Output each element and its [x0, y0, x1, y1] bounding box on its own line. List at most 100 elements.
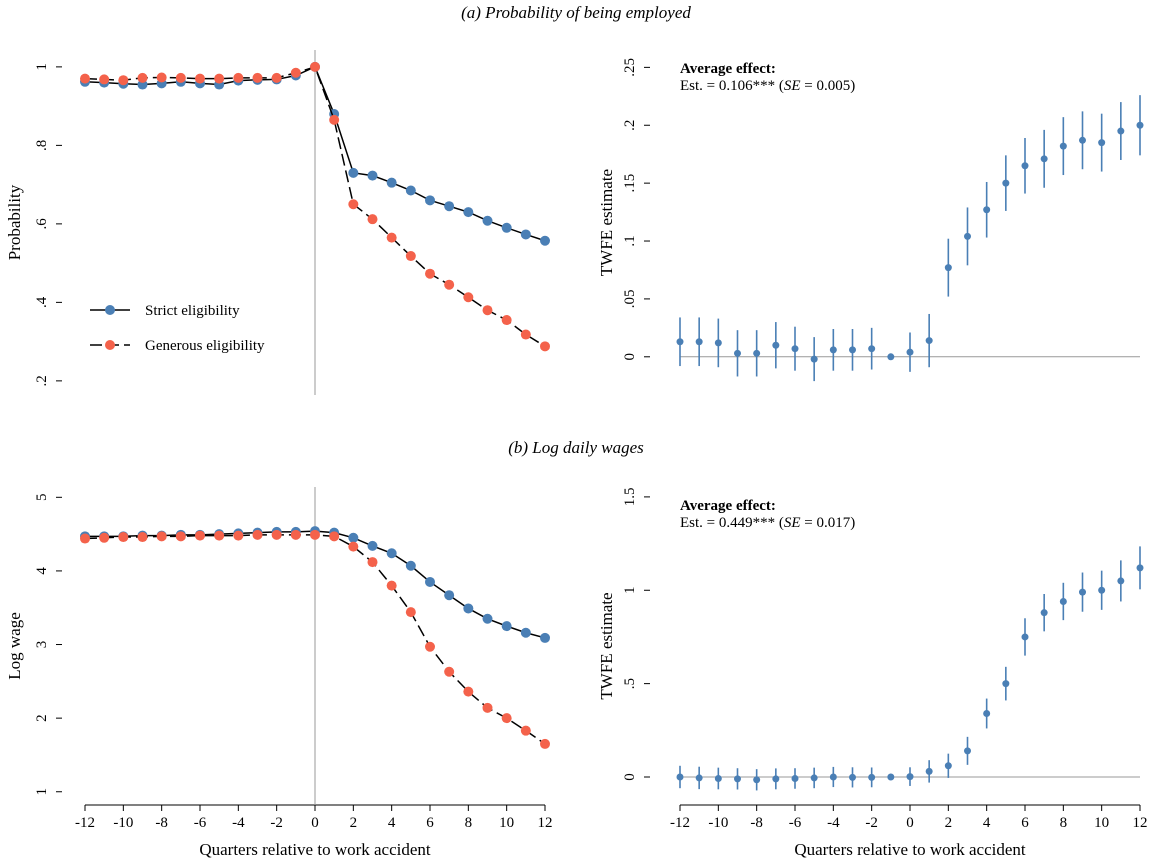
annotation-text: Est. = 0.106*** (SE = 0.005)	[680, 78, 855, 94]
data-point	[348, 532, 359, 543]
data-point	[520, 627, 531, 638]
x-tick-label: -12	[670, 815, 690, 831]
data-point	[482, 613, 493, 624]
data-point	[1117, 577, 1125, 585]
data-point	[753, 349, 761, 357]
data-point	[463, 686, 474, 697]
data-point	[791, 774, 799, 782]
annotation-part: SE	[784, 78, 801, 94]
x-tick-label: -4	[827, 815, 840, 831]
data-point	[444, 666, 455, 677]
data-point	[734, 775, 741, 783]
data-point	[405, 185, 416, 196]
data-point	[1002, 680, 1010, 688]
data-point	[501, 621, 512, 632]
y-axis-label: TWFE estimate	[597, 169, 616, 276]
data-point	[425, 576, 435, 587]
y-tick-label: .6	[34, 218, 50, 230]
data-point	[482, 215, 493, 226]
data-point	[714, 339, 722, 347]
data-point	[99, 532, 110, 543]
data-point	[753, 776, 761, 784]
data-point	[540, 632, 550, 643]
data-point	[482, 702, 493, 713]
data-point	[695, 338, 703, 346]
data-point	[1079, 136, 1086, 144]
data-point	[444, 201, 455, 212]
x-tick-label: -8	[155, 815, 168, 831]
data-point	[1059, 142, 1067, 150]
data-point	[444, 279, 455, 290]
data-point	[676, 773, 684, 781]
data-point	[983, 710, 991, 718]
data-point	[214, 73, 225, 84]
data-point	[118, 75, 129, 86]
x-tick-label: 2	[945, 815, 953, 831]
data-point	[810, 355, 818, 363]
annotation-text: Est. = 0.449*** (SE = 0.017)	[680, 515, 855, 531]
y-tick-label: 2	[34, 714, 50, 722]
data-point	[405, 251, 416, 262]
y-tick-label: .8	[34, 140, 50, 151]
x-tick-label: -4	[232, 815, 245, 831]
data-point	[772, 775, 780, 783]
x-tick-label: 4	[983, 815, 991, 831]
y-tick-label: 1.5	[622, 488, 638, 507]
panel-heading: (b) Log daily wages	[508, 438, 644, 457]
y-tick-label: 3	[34, 641, 50, 649]
annotation-part: = 0.005)	[801, 78, 856, 94]
data-point	[99, 74, 110, 85]
y-tick-label: .5	[622, 678, 638, 689]
data-point	[520, 329, 531, 340]
data-point	[405, 607, 416, 618]
y-tick-label: .25	[622, 58, 638, 77]
annotation-part: Est. = 0.449*** (	[680, 515, 784, 531]
x-tick-label: 10	[499, 815, 514, 831]
y-tick-label: .2	[622, 120, 638, 131]
x-tick-label: -6	[789, 815, 802, 831]
data-point	[1040, 609, 1048, 617]
x-tick-label: -6	[194, 815, 207, 831]
annotation-part: SE	[784, 515, 801, 531]
data-point	[310, 61, 320, 72]
data-point	[405, 560, 416, 571]
data-point	[367, 540, 378, 551]
data-point	[118, 532, 129, 543]
data-point	[386, 580, 397, 591]
data-point	[137, 532, 148, 543]
data-point	[425, 268, 435, 279]
data-point	[1059, 597, 1067, 605]
data-point	[329, 114, 340, 125]
x-tick-label: 8	[1060, 815, 1068, 831]
data-point	[195, 73, 205, 84]
data-point	[695, 774, 703, 782]
y-tick-label: 4	[34, 567, 50, 575]
y-axis-label: Probability	[5, 184, 24, 260]
x-tick-label: 8	[465, 815, 473, 831]
data-point	[329, 531, 340, 542]
y-tick-label: 1	[34, 63, 50, 71]
data-point	[1098, 586, 1106, 594]
data-point	[501, 222, 512, 233]
data-point	[386, 548, 397, 559]
data-point	[1117, 127, 1125, 135]
data-point	[540, 738, 550, 749]
x-tick-label: 12	[1133, 815, 1148, 831]
x-tick-label: 4	[388, 815, 396, 831]
legend-label: Strict eligibility	[145, 303, 240, 319]
data-point	[906, 773, 914, 781]
data-point	[925, 337, 933, 345]
data-point	[944, 762, 952, 770]
data-point	[540, 235, 550, 246]
data-point	[849, 773, 856, 781]
data-point	[214, 530, 225, 541]
data-point	[463, 292, 474, 303]
data-point	[156, 72, 167, 83]
data-point	[829, 346, 837, 354]
x-tick-label: -8	[750, 815, 763, 831]
data-point	[501, 315, 512, 326]
data-point	[1002, 179, 1010, 187]
annotation-title: Average effect:	[680, 498, 776, 514]
y-tick-label: .1	[622, 235, 638, 246]
